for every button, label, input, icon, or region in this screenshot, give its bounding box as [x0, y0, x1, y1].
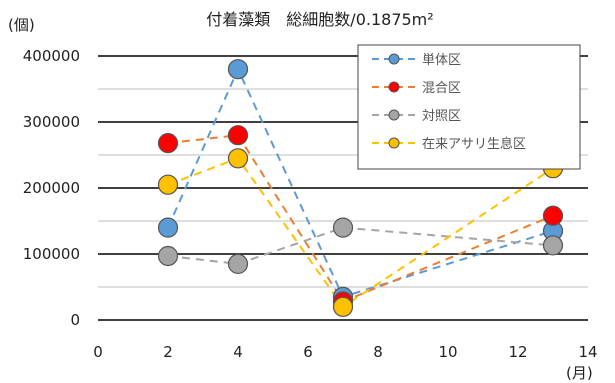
y-tick-label: 100000 [23, 245, 80, 263]
legend-marker [388, 53, 400, 65]
series-points [157, 59, 564, 317]
x-tick-label: 6 [303, 343, 313, 361]
legend-label: 混合区 [422, 81, 461, 96]
series-line [167, 157, 554, 309]
series-line [167, 226, 554, 265]
data-point [542, 235, 564, 256]
x-tick-label: 8 [373, 343, 383, 361]
y-tick-labels: 0 100000 200000 300000 400000 [23, 47, 80, 329]
x-axis-unit-label: (月) [566, 364, 593, 382]
chart-title: 付着藻類 総細胞数/0.1875m² [206, 10, 433, 29]
y-tick-label: 400000 [23, 47, 80, 65]
y-tick-label: 200000 [23, 179, 80, 197]
series-line [167, 134, 554, 303]
data-point [157, 174, 179, 195]
legend-marker [388, 81, 400, 93]
data-point [227, 253, 249, 274]
data-point [157, 217, 179, 238]
x-tick-label: 14 [578, 343, 597, 361]
x-tick-label: 10 [438, 343, 457, 361]
data-point [227, 59, 249, 80]
legend-label: 対照区 [422, 109, 461, 124]
series-lines [167, 66, 554, 309]
x-tick-label: 4 [233, 343, 243, 361]
y-tick-label: 300000 [23, 113, 80, 131]
series-line [167, 66, 554, 299]
data-point [227, 148, 249, 169]
data-point [157, 133, 179, 154]
legend-marker [388, 109, 400, 121]
grid-lines [98, 55, 588, 321]
y-tick-label: 0 [70, 311, 80, 329]
x-tick-label: 12 [508, 343, 527, 361]
legend-marker [388, 137, 400, 149]
data-point [157, 245, 179, 267]
x-tick-label: 2 [163, 343, 173, 361]
data-point [332, 217, 354, 238]
x-tick-labels: 0 2 4 6 8 10 12 14 [93, 343, 597, 361]
data-point [542, 205, 564, 226]
legend-label: 在来アサリ生息区 [422, 136, 526, 152]
x-tick-label: 0 [93, 343, 103, 361]
y-axis-unit-label: (個) [8, 16, 35, 34]
data-point [227, 125, 249, 146]
data-point [332, 296, 354, 317]
legend-label: 単体区 [422, 52, 461, 68]
